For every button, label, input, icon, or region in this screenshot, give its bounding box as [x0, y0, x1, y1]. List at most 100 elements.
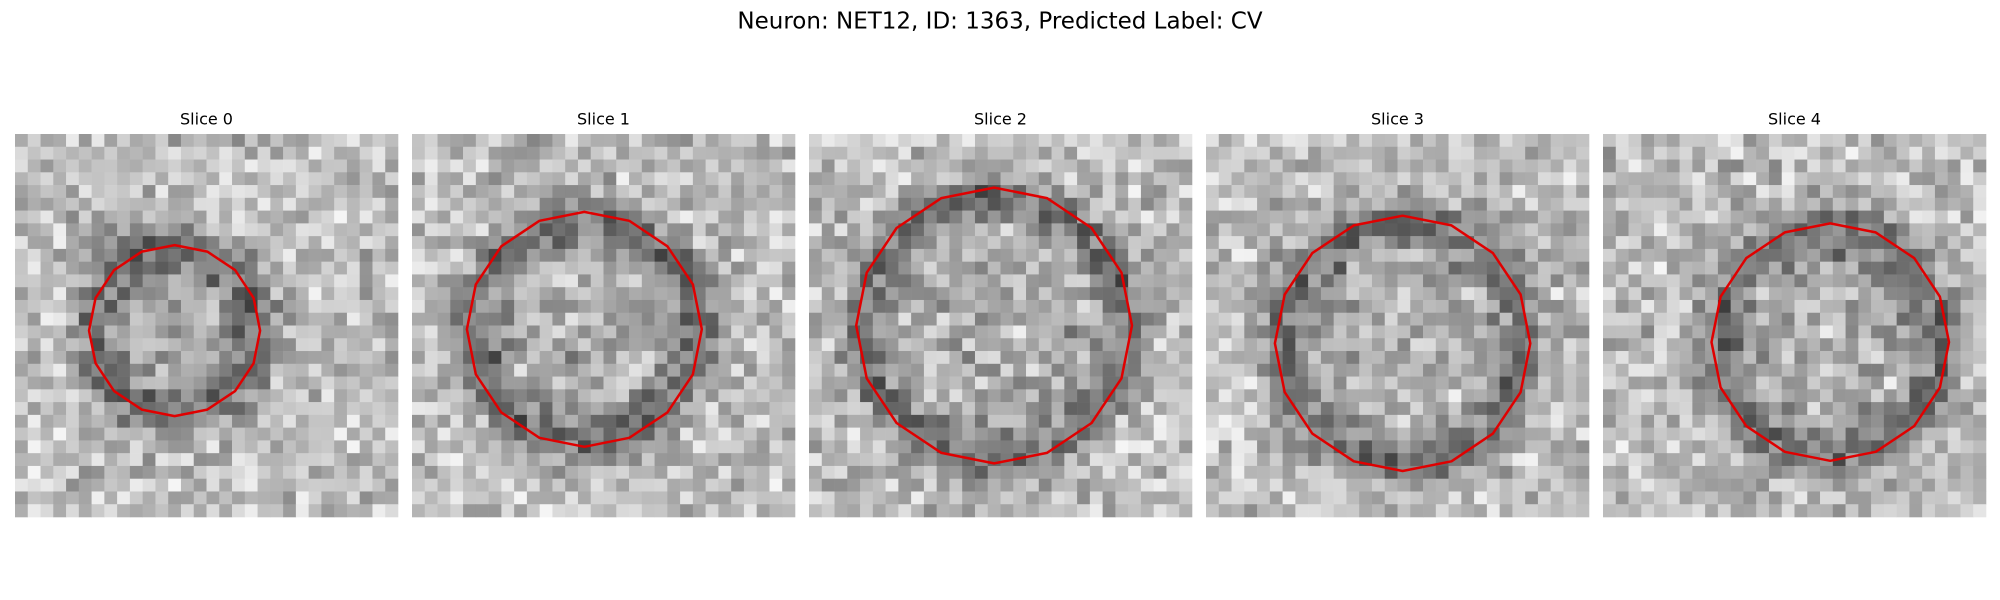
pixel [1410, 236, 1424, 250]
pixel [1832, 325, 1846, 339]
pixel [104, 453, 118, 467]
pixel [834, 427, 848, 441]
pixel [565, 287, 579, 301]
pixel [1576, 504, 1590, 518]
pixel [1308, 376, 1322, 390]
pixel [577, 134, 592, 148]
pixel [629, 172, 643, 186]
pixel [860, 414, 874, 428]
pixel [680, 402, 694, 416]
pixel [1550, 363, 1564, 377]
pixel [155, 274, 169, 288]
pixel [1051, 465, 1065, 479]
pixel [424, 491, 438, 505]
pixel [629, 453, 643, 467]
pixel [1603, 465, 1617, 479]
pixel [1115, 325, 1129, 339]
pixel [603, 440, 617, 454]
pixel [1743, 376, 1757, 390]
pixel [616, 223, 630, 237]
pixel [1077, 363, 1091, 377]
pixel [1128, 236, 1142, 250]
pixel [1295, 248, 1309, 262]
pixel [1858, 146, 1872, 160]
pixel [1973, 414, 1987, 428]
pixel [514, 299, 528, 314]
pixel [872, 274, 886, 288]
pixel [1064, 172, 1078, 186]
pixel [616, 363, 630, 377]
pixel [565, 376, 579, 390]
pixel [1858, 299, 1872, 314]
pixel [526, 363, 540, 377]
pixel [1654, 491, 1668, 505]
pixel [1308, 223, 1322, 237]
pixel [1692, 146, 1706, 160]
pixel [987, 287, 1001, 301]
pixel [78, 453, 92, 467]
pixel [1333, 504, 1347, 518]
pixel [295, 363, 309, 377]
pixel [743, 312, 757, 326]
pixel [1603, 402, 1617, 416]
pixel [974, 338, 989, 352]
pixel [1026, 197, 1040, 211]
pixel [334, 134, 348, 148]
pixel [372, 389, 386, 403]
pixel [1257, 274, 1271, 288]
pixel [1922, 414, 1936, 428]
pixel [450, 146, 464, 160]
pixel [359, 287, 373, 301]
pixel [346, 465, 360, 479]
pixel [526, 478, 540, 492]
pixel [142, 453, 156, 467]
pixel [91, 491, 105, 505]
pixel [847, 478, 861, 492]
pixel [1807, 134, 1821, 148]
pixel [244, 440, 258, 454]
pixel [1537, 376, 1551, 390]
pixel [565, 491, 579, 505]
pixel [104, 159, 118, 173]
pixel [232, 185, 246, 199]
pixel [1603, 453, 1617, 467]
pixel [257, 185, 271, 199]
pixel [155, 414, 169, 428]
pixel [501, 504, 515, 518]
contour [1273, 214, 1532, 473]
pixel [1320, 427, 1334, 441]
pixel [1654, 172, 1668, 186]
pixel [1666, 376, 1680, 390]
pixel [1486, 478, 1500, 492]
pixel [1615, 351, 1629, 365]
pixel [1499, 197, 1513, 211]
pixel [1947, 427, 1961, 441]
pixel [1973, 159, 1987, 173]
pixel [168, 338, 182, 352]
pixel [219, 465, 233, 479]
pixel [1666, 236, 1680, 250]
pixel [1781, 274, 1795, 288]
pixel [1756, 453, 1770, 467]
pixel [552, 274, 566, 288]
pixel [104, 236, 118, 250]
pixel [295, 376, 309, 390]
pixel [1512, 478, 1526, 492]
pixel [962, 236, 976, 250]
pixel [359, 351, 373, 365]
pixel [1448, 312, 1462, 326]
pixel [1781, 402, 1795, 416]
pixel [1883, 172, 1897, 186]
pixel [1089, 134, 1103, 148]
pixel [1295, 274, 1309, 288]
pixel [142, 440, 156, 454]
pixel [295, 402, 309, 416]
pixel [1257, 504, 1271, 518]
pixel [1717, 159, 1731, 173]
pixel [501, 287, 515, 301]
pixel [308, 312, 322, 326]
pixel [718, 376, 732, 390]
pixel [1115, 440, 1129, 454]
pixel [936, 248, 950, 262]
pixel [1320, 312, 1334, 326]
